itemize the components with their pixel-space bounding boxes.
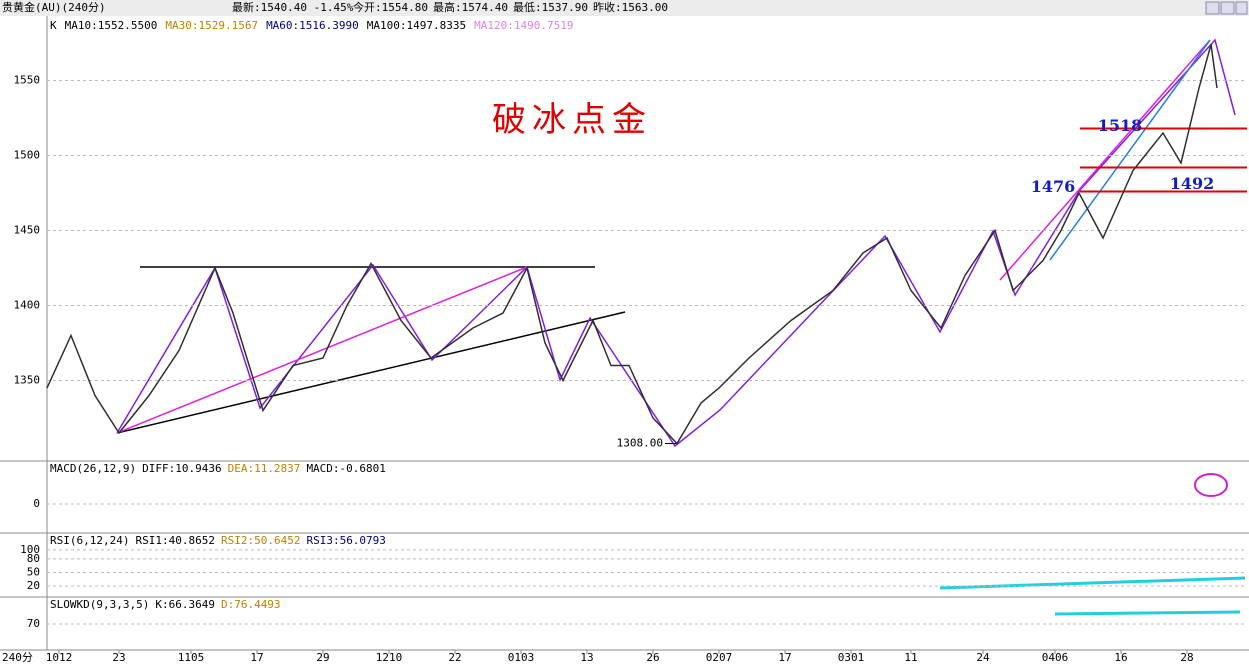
header-bar: [0, 0, 1249, 16]
indicator-name: RSI(6,12,24): [50, 534, 129, 547]
legend-entry: K: [50, 19, 57, 32]
indicator-value: DEA:11.2837: [228, 462, 301, 475]
level-label: 1492: [1170, 174, 1215, 193]
legend-entry: MA10:1552.5500: [65, 19, 158, 32]
x-unit: 240分: [2, 651, 33, 664]
indicator-value: RSI2:50.6452: [221, 534, 300, 547]
x-tick-label: 29: [316, 651, 329, 664]
y-tick-label: 20: [27, 579, 40, 592]
symbol: 贵黄金(AU)(240分): [2, 0, 106, 14]
legend-entry: MA120:1490.7519: [474, 19, 573, 32]
y-tick-label: 50: [27, 565, 40, 578]
y-tick-label: 0: [33, 497, 40, 510]
low: 最低:1537.90: [513, 1, 588, 14]
y-tick-label: 1450: [14, 224, 41, 237]
indicator-value: D:76.4493: [221, 598, 281, 611]
legend-entry: MA30:1529.1567: [165, 19, 258, 32]
y-tick-label: 70: [27, 617, 40, 630]
price-line: [46, 44, 1218, 445]
x-tick-label: 1210: [376, 651, 403, 664]
indicator-value: RSI1:40.8652: [135, 534, 214, 547]
prev-close: 昨收:1563.00: [593, 0, 668, 14]
indicator-value: DIFF:10.9436: [142, 462, 221, 475]
x-tick-label: 16: [1114, 651, 1127, 664]
level-label: 1476: [1031, 177, 1076, 196]
legend-entry: MA100:1497.8335: [367, 19, 466, 32]
y-tick-label: 1500: [14, 149, 41, 162]
x-tick-label: 28: [1180, 651, 1193, 664]
x-tick-label: 1012: [46, 651, 73, 664]
x-tick-label: 22: [448, 651, 461, 664]
next-button[interactable]: [1220, 1, 1235, 15]
x-tick-label: 13: [580, 651, 593, 664]
y-tick-label: 1400: [14, 299, 41, 312]
x-tick-label: 24: [976, 651, 990, 664]
indicator-value: MACD:-0.6801: [306, 462, 385, 475]
level-label: 1518: [1098, 116, 1143, 135]
latest: 最新:1540.40 -1.45%: [232, 0, 354, 14]
x-tick-label: 17: [778, 651, 791, 664]
y-tick-label: 100: [20, 543, 40, 556]
x-tick-label: 0406: [1042, 651, 1069, 664]
indicator-value: RSI3:56.0793: [306, 534, 385, 547]
indicator-name: MACD(26,12,9): [50, 462, 136, 475]
y-tick-label: 80: [27, 552, 40, 565]
x-tick-label: 0301: [838, 651, 865, 664]
y-tick-label: 1550: [14, 74, 41, 87]
low-label: 1308.00: [617, 437, 663, 450]
x-tick-label: 11: [904, 651, 917, 664]
prev-button[interactable]: [1205, 1, 1220, 15]
indicator-value: K:66.3649: [155, 598, 215, 611]
x-tick-label: 23: [112, 651, 125, 664]
x-tick-label: 26: [646, 651, 659, 664]
trend-lines: [116, 38, 1246, 616]
open: 今开:1554.80: [353, 0, 428, 14]
x-tick-label: 17: [250, 651, 263, 664]
y-tick-label: 1350: [14, 374, 41, 387]
x-tick-label: 0103: [508, 651, 535, 664]
menu-button[interactable]: [1235, 1, 1248, 15]
chart-title: 破冰点金: [492, 100, 652, 140]
x-tick-label: 0207: [706, 651, 733, 664]
high: 最高:1574.40: [433, 0, 508, 14]
legend-entry: MA60:1516.3990: [266, 19, 359, 32]
indicator-name: SLOWKD(9,3,3,5): [50, 598, 149, 611]
x-tick-label: 1105: [178, 651, 205, 664]
